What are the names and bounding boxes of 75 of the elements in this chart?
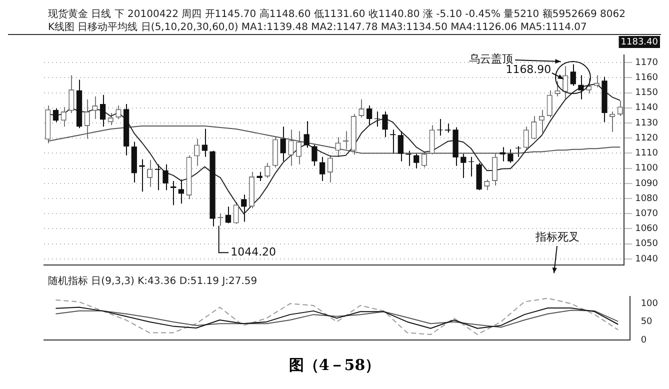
candlestick	[460, 153, 466, 178]
candlestick	[68, 74, 74, 114]
candlestick	[241, 194, 247, 222]
candlestick	[444, 123, 451, 134]
candlestick	[390, 129, 396, 154]
candlestick	[52, 108, 59, 123]
candlestick	[531, 116, 537, 140]
candlestick	[610, 111, 616, 133]
chart-title: 现货黄金 日线 下 20100422 周四 开1145.70 高1148.60 低1131.60 收1140.80 涨 -5.10 -0.45% 量5210 额5952669 8062	[47, 8, 626, 21]
candlestick	[225, 206, 232, 224]
candlestick	[421, 152, 428, 168]
text: 图（4－58）	[288, 356, 382, 375]
candlestick	[492, 153, 498, 186]
y-tick-label: 1130	[635, 118, 658, 128]
candlestick	[280, 126, 286, 162]
candlestick	[429, 124, 435, 155]
candlestick	[382, 111, 388, 138]
candlestick	[296, 130, 302, 165]
candlestick	[202, 128, 208, 158]
y-tick-label: 1140	[635, 103, 658, 114]
y-tick-label: 1080	[635, 194, 658, 204]
y-tick-label: 1050	[635, 239, 658, 250]
y-tick-label: 1100	[635, 164, 658, 174]
text: 1183.40	[620, 37, 658, 48]
candlestick	[162, 164, 168, 191]
y-tick-label: 1150	[635, 88, 658, 98]
candlestick	[139, 158, 145, 192]
candlestick	[578, 74, 584, 100]
annotation: 1168.90	[506, 62, 552, 76]
y-tick-label: 1070	[635, 208, 658, 219]
annotation: 乌云盖顶	[468, 52, 513, 66]
y-tick-label: 1090	[635, 178, 658, 189]
candlestick	[335, 136, 341, 158]
candlestick	[100, 94, 106, 128]
candlestick	[154, 164, 160, 191]
candlestick	[108, 112, 114, 126]
candlestick	[84, 98, 90, 140]
candlestick	[500, 146, 506, 162]
chart-subtitle: K线图 日移动平均线 日(5,10,20,30,60,0) MA1:1139.48 MA2:1147.78 MA3:1134.50 MA4:1126.06 MA5:1114.07	[8, 21, 661, 35]
candlestick	[178, 178, 184, 204]
y-tick-label: 50	[640, 317, 653, 328]
y-tick-label: 1060	[635, 224, 658, 234]
y-tick-label: 1170	[635, 58, 658, 68]
candlestick	[570, 64, 576, 86]
candlestick	[312, 144, 318, 166]
candlestick	[92, 96, 98, 120]
candlestick	[414, 153, 420, 169]
candlestick	[327, 154, 333, 184]
y-tick-label: 0	[640, 335, 647, 346]
candlestick	[288, 129, 294, 166]
annotation: 指标死叉	[534, 230, 580, 244]
candlestick	[594, 74, 600, 88]
candlestick	[538, 109, 545, 134]
line-series	[55, 298, 619, 336]
candlestick	[508, 148, 514, 164]
y-tick-label: 1110	[635, 148, 658, 159]
annotation: 1044.20	[230, 245, 276, 258]
y-tick-label: 1160	[635, 73, 658, 84]
candlestick	[366, 104, 372, 126]
candlestick	[554, 80, 560, 97]
candlestick	[304, 120, 310, 148]
candlestick	[256, 171, 262, 182]
y-tick-label: 100	[640, 299, 658, 310]
candlestick	[194, 138, 200, 166]
candlestick	[264, 162, 270, 178]
candlestick	[170, 180, 176, 206]
candlestick	[523, 126, 529, 150]
candlestick	[233, 202, 239, 224]
candlestick	[319, 156, 326, 182]
candlestick	[546, 90, 552, 118]
y-tick-label: 1040	[635, 254, 658, 264]
candlestick	[398, 130, 404, 162]
chart-title: 随机指标 日(9,3,3) K:43.36 D:51.19 J:27.59	[47, 275, 258, 288]
y-tick-label: 1120	[635, 133, 658, 144]
candlestick	[562, 66, 568, 100]
